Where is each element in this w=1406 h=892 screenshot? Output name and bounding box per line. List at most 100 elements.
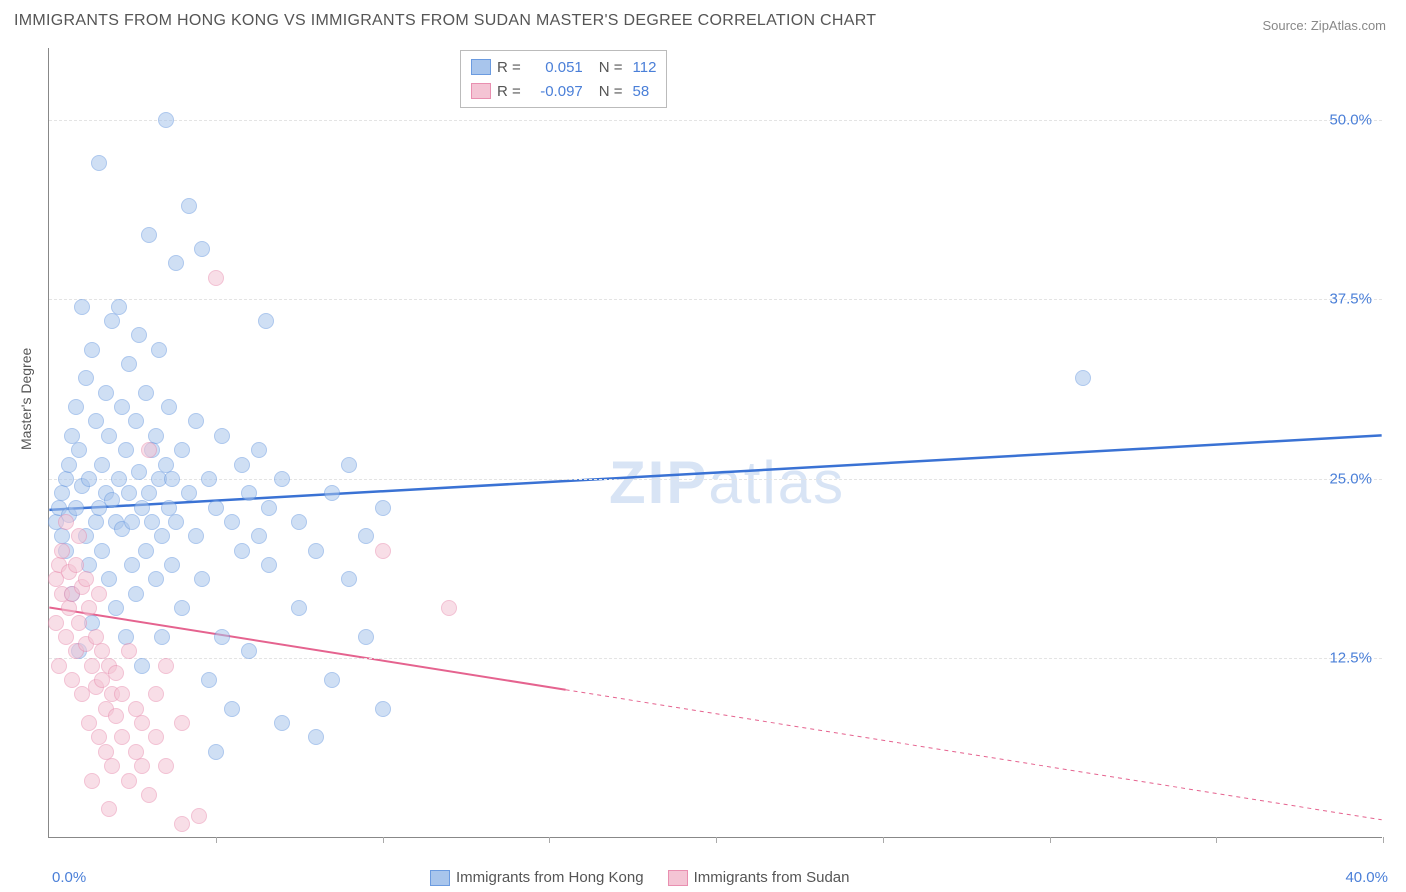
scatter-point [94,457,110,473]
scatter-point [131,464,147,480]
scatter-point [71,442,87,458]
scatter-point [234,457,250,473]
scatter-point [104,313,120,329]
scatter-point [168,255,184,271]
scatter-point [114,686,130,702]
legend-series-item: Immigrants from Hong Kong [430,869,644,886]
scatter-point [158,112,174,128]
r-value: 0.051 [527,59,583,76]
scatter-point [201,672,217,688]
scatter-point [148,686,164,702]
gridline [49,299,1382,300]
scatter-point [124,557,140,573]
scatter-point [1075,370,1091,386]
scatter-point [111,471,127,487]
scatter-point [138,385,154,401]
scatter-point [261,557,277,573]
scatter-point [324,485,340,501]
gridline [49,120,1382,121]
scatter-point [358,528,374,544]
scatter-point [138,543,154,559]
scatter-point [224,514,240,530]
scatter-point [194,571,210,587]
scatter-point [251,442,267,458]
scatter-point [68,500,84,516]
scatter-point [224,701,240,717]
scatter-point [108,708,124,724]
x-tick [1050,837,1051,843]
scatter-point [141,485,157,501]
scatter-point [81,715,97,731]
scatter-point [441,600,457,616]
scatter-point [131,327,147,343]
scatter-point [291,514,307,530]
x-axis-max-label: 40.0% [1345,869,1388,886]
scatter-point [194,241,210,257]
scatter-point [58,514,74,530]
x-tick [1383,837,1384,843]
watermark: ZIPatlas [609,448,845,517]
scatter-point [121,643,137,659]
scatter-point [104,758,120,774]
scatter-point [158,758,174,774]
scatter-point [134,500,150,516]
watermark-bold: ZIP [609,449,708,516]
scatter-point [141,787,157,803]
scatter-point [121,356,137,372]
scatter-point [98,385,114,401]
scatter-point [214,629,230,645]
scatter-point [258,313,274,329]
scatter-point [118,442,134,458]
gridline [49,479,1382,480]
scatter-point [208,500,224,516]
legend-swatch [430,870,450,886]
scatter-point [174,600,190,616]
y-tick-label: 25.0% [1329,470,1372,487]
scatter-point [54,543,70,559]
scatter-point [308,729,324,745]
scatter-point [154,528,170,544]
scatter-point [274,715,290,731]
regression-line-dashed [566,690,1382,820]
correlation-legend: R =0.051N =112R =-0.097N =58 [460,50,667,108]
scatter-point [128,586,144,602]
scatter-point [51,658,67,674]
legend-swatch [471,59,491,75]
scatter-point [324,672,340,688]
scatter-point [241,485,257,501]
scatter-point [134,715,150,731]
scatter-point [144,514,160,530]
scatter-point [234,543,250,559]
scatter-point [201,471,217,487]
scatter-point [168,514,184,530]
n-label: N = [599,83,623,100]
scatter-point [261,500,277,516]
legend-stat-row: R =-0.097N =58 [471,79,656,103]
scatter-point [84,342,100,358]
legend-series-label: Immigrants from Hong Kong [456,869,644,886]
r-label: R = [497,59,521,76]
r-value: -0.097 [527,83,583,100]
x-tick [716,837,717,843]
scatter-point [108,600,124,616]
scatter-point [84,658,100,674]
scatter-point [181,485,197,501]
scatter-point [101,428,117,444]
series-legend: Immigrants from Hong KongImmigrants from… [430,869,849,886]
scatter-point [71,615,87,631]
chart-title: IMMIGRANTS FROM HONG KONG VS IMMIGRANTS … [14,12,876,30]
scatter-point [148,729,164,745]
x-tick [383,837,384,843]
scatter-point [61,600,77,616]
scatter-point [251,528,267,544]
scatter-point [104,492,120,508]
scatter-point [141,227,157,243]
scatter-point [375,701,391,717]
watermark-rest: atlas [708,449,845,516]
y-axis-label: Master's Degree [18,348,34,450]
scatter-point [118,629,134,645]
scatter-point [128,413,144,429]
scatter-point [151,342,167,358]
scatter-point [121,773,137,789]
r-label: R = [497,83,521,100]
